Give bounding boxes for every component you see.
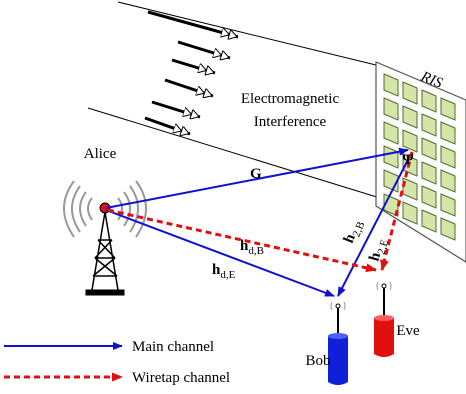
ris-panel [376, 62, 466, 262]
legend-label: Main channel [132, 339, 214, 355]
subscript: 2,B [350, 220, 367, 239]
subscript: d,E [220, 269, 235, 281]
bob-label: Bob [305, 353, 330, 369]
subscript: d,B [248, 245, 264, 257]
channel-label: hd,B [240, 238, 264, 257]
channel-label: hd,E [212, 262, 236, 281]
legend-label: Wiretap channel [132, 370, 230, 386]
bob-device [328, 302, 348, 385]
diagram: RIS Electromagnetic Interference Alice B… [0, 0, 466, 394]
alice-tower [64, 181, 146, 295]
eve-device [374, 282, 394, 357]
channel-label: G [250, 166, 262, 182]
channel-label: h2,E [366, 236, 391, 264]
interference-label: Interference [254, 114, 327, 130]
interference-label: Electromagnetic [241, 91, 340, 107]
eve-label: Eve [396, 323, 420, 339]
psi-label: Ψ [402, 152, 414, 168]
alice-label: Alice [84, 146, 117, 162]
channel-label: h2,B [341, 217, 368, 246]
